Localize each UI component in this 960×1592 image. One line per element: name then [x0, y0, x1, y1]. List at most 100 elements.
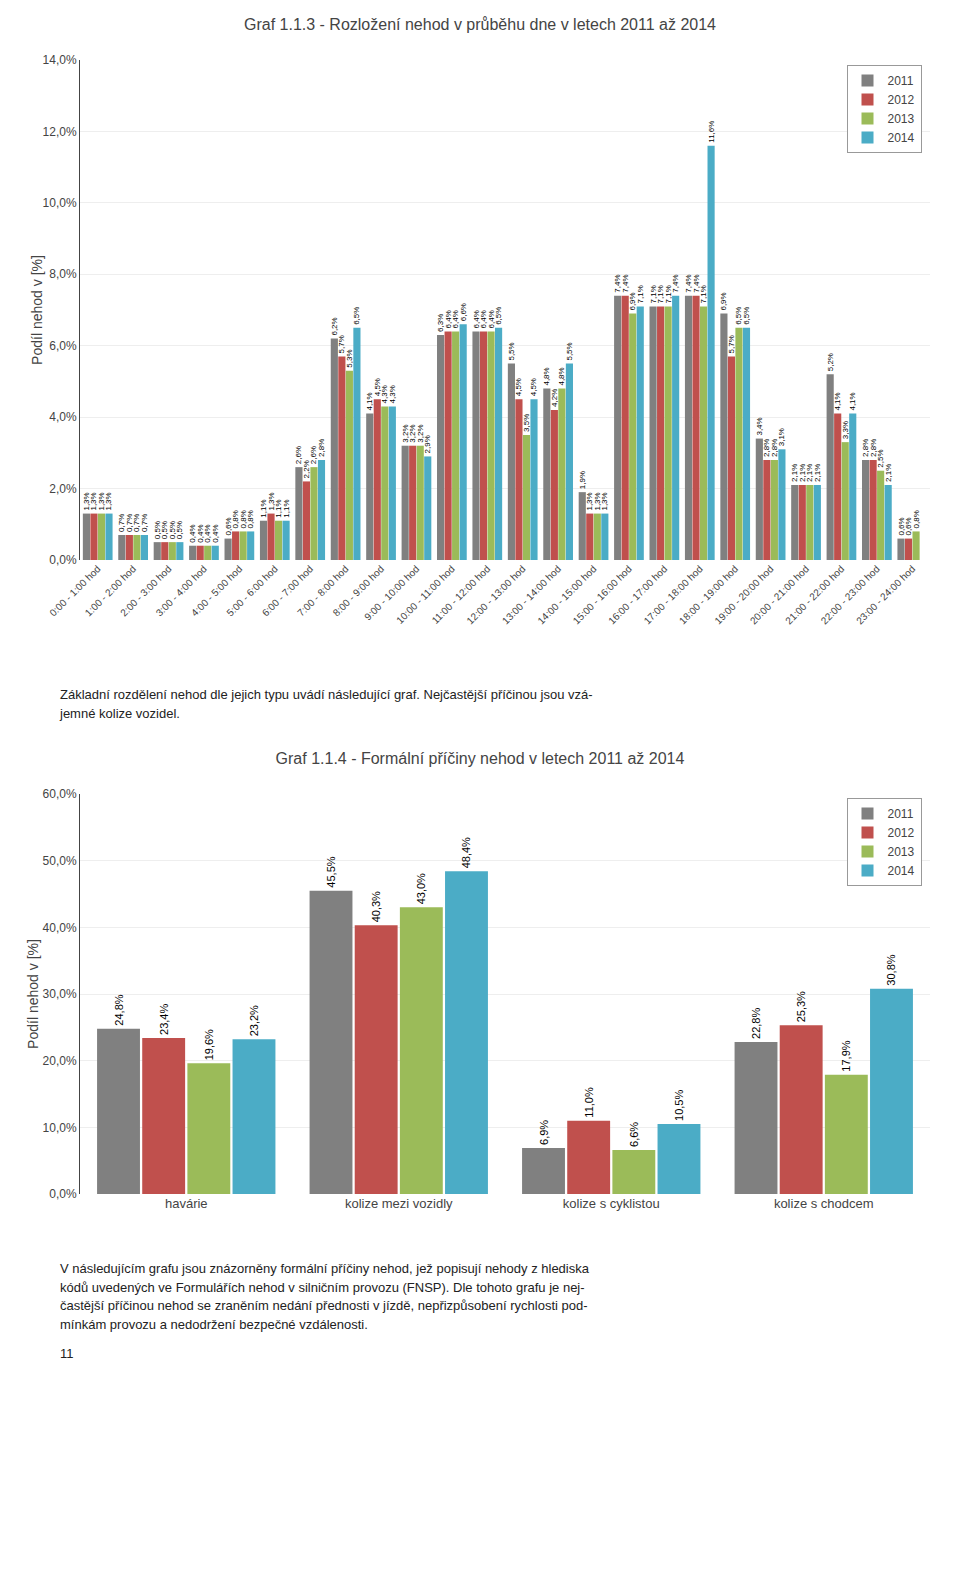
svg-text:0,7%: 0,7% [117, 514, 126, 532]
svg-text:6,5%: 6,5% [352, 307, 361, 325]
svg-text:6,4%: 6,4% [451, 310, 460, 328]
svg-text:3,4%: 3,4% [755, 417, 764, 435]
svg-text:2,1%: 2,1% [798, 464, 807, 482]
svg-text:1,3%: 1,3% [89, 492, 98, 510]
svg-text:14,0%: 14,0% [43, 53, 77, 67]
svg-text:2,1%: 2,1% [813, 464, 822, 482]
svg-text:10:00 - 11:00 hod: 10:00 - 11:00 hod [394, 563, 457, 626]
svg-text:4,1%: 4,1% [833, 392, 842, 410]
svg-text:2013: 2013 [888, 112, 915, 126]
svg-text:1,3%: 1,3% [593, 492, 602, 510]
svg-text:0,5%: 0,5% [160, 521, 169, 539]
svg-text:2,5%: 2,5% [876, 449, 885, 467]
svg-text:0,0%: 0,0% [49, 553, 77, 567]
svg-text:Podíl nehod v [%]: Podíl nehod v [%] [29, 255, 45, 365]
svg-text:2,1%: 2,1% [884, 464, 893, 482]
svg-text:20:00 - 21:00 hod: 20:00 - 21:00 hod [748, 563, 811, 626]
svg-text:0,4%: 0,4% [203, 524, 212, 542]
svg-text:2011: 2011 [888, 807, 914, 821]
svg-text:40,3%: 40,3% [370, 891, 382, 922]
svg-text:2011: 2011 [888, 74, 914, 88]
svg-text:7:00 - 8:00 hod: 7:00 - 8:00 hod [295, 563, 350, 618]
svg-text:4,5%: 4,5% [529, 378, 538, 396]
svg-text:0,7%: 0,7% [132, 514, 141, 532]
svg-text:0,6%: 0,6% [897, 517, 906, 535]
svg-text:2,8%: 2,8% [861, 439, 870, 457]
svg-text:1:00 - 2:00 hod: 1:00 - 2:00 hod [83, 563, 138, 618]
svg-text:0,4%: 0,4% [196, 524, 205, 542]
svg-text:2,8%: 2,8% [762, 439, 771, 457]
svg-text:2,8%: 2,8% [770, 439, 779, 457]
svg-text:10,0%: 10,0% [43, 1120, 77, 1134]
svg-text:1,9%: 1,9% [578, 471, 587, 489]
svg-text:6,9%: 6,9% [538, 1119, 550, 1144]
svg-text:2013: 2013 [888, 845, 915, 859]
svg-text:4,8%: 4,8% [542, 367, 551, 385]
svg-text:0,5%: 0,5% [153, 521, 162, 539]
svg-text:60,0%: 60,0% [43, 787, 77, 801]
svg-text:7,4%: 7,4% [684, 274, 693, 292]
svg-text:12:00 - 13:00 hod: 12:00 - 13:00 hod [464, 563, 527, 626]
svg-text:4,5%: 4,5% [514, 378, 523, 396]
svg-text:6,4%: 6,4% [444, 310, 453, 328]
svg-text:10,5%: 10,5% [673, 1089, 685, 1120]
svg-text:4,2%: 4,2% [550, 389, 559, 407]
svg-text:kolize s chodcem: kolize s chodcem [774, 1196, 874, 1211]
svg-text:7,1%: 7,1% [656, 285, 665, 303]
svg-text:3,1%: 3,1% [777, 428, 786, 446]
svg-text:7,4%: 7,4% [613, 274, 622, 292]
svg-text:2014: 2014 [888, 131, 915, 145]
svg-text:15:00 - 16:00 hod: 15:00 - 16:00 hod [571, 563, 634, 626]
svg-text:1,1%: 1,1% [259, 499, 268, 517]
svg-text:1,3%: 1,3% [585, 492, 594, 510]
svg-text:16:00 - 17:00 hod: 16:00 - 17:00 hod [606, 563, 669, 626]
svg-text:13:00 - 14:00 hod: 13:00 - 14:00 hod [500, 563, 563, 626]
svg-text:7,4%: 7,4% [671, 274, 680, 292]
svg-text:30,0%: 30,0% [43, 987, 77, 1001]
svg-text:Podíl nehod v [%]: Podíl nehod v [%] [25, 939, 41, 1049]
svg-text:18:00 - 19:00 hod: 18:00 - 19:00 hod [677, 563, 740, 626]
svg-text:23,4%: 23,4% [158, 1003, 170, 1034]
svg-text:3,2%: 3,2% [416, 424, 425, 442]
svg-text:11:00 - 12:00 hod: 11:00 - 12:00 hod [430, 563, 493, 626]
svg-text:2:00 - 3:00 hod: 2:00 - 3:00 hod [118, 563, 173, 618]
svg-text:12,0%: 12,0% [43, 125, 77, 139]
svg-text:19:00 - 20:00 hod: 19:00 - 20:00 hod [712, 563, 775, 626]
svg-text:2,1%: 2,1% [805, 464, 814, 482]
svg-text:21:00 - 22:00 hod: 21:00 - 22:00 hod [783, 563, 846, 626]
svg-text:7,1%: 7,1% [649, 285, 658, 303]
svg-text:6,9%: 6,9% [719, 292, 728, 310]
svg-text:2,6%: 2,6% [309, 446, 318, 464]
svg-text:6,3%: 6,3% [436, 314, 445, 332]
svg-text:7,4%: 7,4% [692, 274, 701, 292]
svg-text:14:00 - 15:00 hod: 14:00 - 15:00 hod [535, 563, 598, 626]
svg-text:0,8%: 0,8% [912, 510, 921, 528]
svg-text:2,2%: 2,2% [302, 460, 311, 478]
svg-text:0,6%: 0,6% [904, 517, 913, 535]
svg-text:6,0%: 6,0% [49, 339, 77, 353]
svg-text:24,8%: 24,8% [113, 994, 125, 1025]
svg-text:1,3%: 1,3% [97, 492, 106, 510]
svg-text:6,9%: 6,9% [628, 292, 637, 310]
svg-text:5,3%: 5,3% [345, 349, 354, 367]
svg-text:0,8%: 0,8% [246, 510, 255, 528]
svg-text:6,6%: 6,6% [628, 1121, 640, 1146]
svg-text:6,4%: 6,4% [479, 310, 488, 328]
svg-text:Graf 1.1.3 - Rozložení nehod v: Graf 1.1.3 - Rozložení nehod v průběhu d… [244, 16, 716, 33]
svg-text:6,5%: 6,5% [734, 307, 743, 325]
svg-text:5,5%: 5,5% [507, 342, 516, 360]
svg-text:6,4%: 6,4% [472, 310, 481, 328]
svg-text:4,5%: 4,5% [373, 378, 382, 396]
svg-text:8,0%: 8,0% [49, 267, 77, 281]
svg-text:9:00 - 10:00 hod: 9:00 - 10:00 hod [362, 563, 421, 622]
svg-text:22:00 - 23:00 hod: 22:00 - 23:00 hod [819, 563, 882, 626]
svg-text:45,5%: 45,5% [325, 856, 337, 887]
svg-text:8:00 - 9:00 hod: 8:00 - 9:00 hod [331, 563, 386, 618]
svg-text:11,6%: 11,6% [707, 121, 716, 143]
svg-text:0,0%: 0,0% [49, 1187, 77, 1201]
svg-text:2012: 2012 [888, 93, 915, 107]
svg-text:6,6%: 6,6% [459, 303, 468, 321]
svg-text:4,1%: 4,1% [365, 392, 374, 410]
svg-text:4,1%: 4,1% [848, 392, 857, 410]
svg-text:6,4%: 6,4% [487, 310, 496, 328]
